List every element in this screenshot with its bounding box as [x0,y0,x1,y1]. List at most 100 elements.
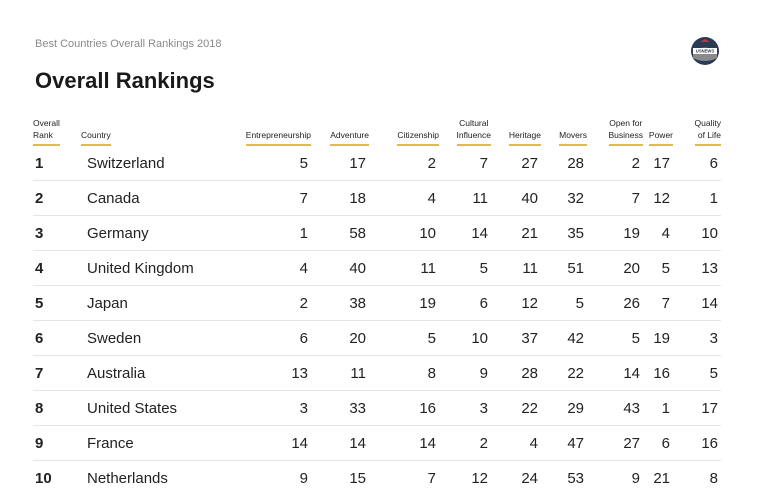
movers-cell: 32 [541,180,587,216]
heritage-cell: 40 [491,180,541,216]
table-row: 1 Switzerland 5 17 2 7 27 28 2 17 6 [33,146,721,181]
page-title: Overall Rankings [35,68,215,93]
header-row: Overall Rank Country Entrepreneurship Adv… [33,112,721,146]
citizenship-cell: 19 [369,285,439,321]
open-for-business-cell: 26 [587,285,643,321]
citizenship-cell: 16 [369,390,439,426]
quality-of-life-cell: 17 [673,390,721,426]
entrepreneurship-cell: 14 [231,425,311,461]
table-row: 4 United Kingdom 4 40 11 5 11 51 20 5 13 [33,250,721,286]
header-movers: Movers [541,112,587,146]
rank-cell: 3 [33,215,81,251]
cultural-influence-cell: 12 [471,469,488,487]
cultural-influence-cell: 11 [439,180,491,216]
citizenship-cell: 14 [369,425,439,461]
open-for-business-cell: 2 [587,146,643,181]
open-for-business-cell: 14 [587,355,643,391]
rank-cell: 4 [33,250,81,286]
adventure-cell: 40 [311,250,369,286]
header-power: Power [643,112,673,146]
entrepreneurship-cell: 3 [231,390,311,426]
entrepreneurship-cell: 5 [231,146,311,181]
entrepreneurship-cell: 1 [231,215,311,251]
power-cell: 4 [643,215,673,251]
citizenship-cell: 10 [369,215,439,251]
table-row: 7 Australia 13 11 8 9 28 22 14 16 5 [33,355,721,391]
open-for-business-cell: 19 [587,215,643,251]
table-row: 3 Germany 1 58 10 14 21 35 19 4 10 [33,215,721,251]
table-row: 6 Sweden 6 20 5 10 37 42 5 19 3 [33,320,721,356]
header-overall-rank: Overall Rank [33,112,81,146]
movers-cell: 29 [541,390,587,426]
header-quality-of-life: Quality of Life [673,112,721,146]
country-cell: United States [81,390,231,426]
entrepreneurship-cell: 4 [231,250,311,286]
page-subtitle: Best Countries Overall Rankings 2018 [35,38,222,50]
movers-cell: 35 [541,215,587,251]
movers-cell: 5 [541,285,587,321]
heritage-cell: 21 [491,215,541,251]
adventure-cell: 18 [311,180,369,216]
open-for-business-cell: 5 [587,320,643,356]
country-cell: Netherlands [87,469,168,487]
quality-of-life-cell: 16 [673,425,721,461]
citizenship-cell: 8 [369,355,439,391]
power-cell: 7 [643,285,673,321]
adventure-cell: 20 [311,320,369,356]
open-for-business-cell: 7 [587,180,643,216]
header-cultural-influence: Cultural Influence [439,112,491,146]
country-cell: Germany [81,215,231,251]
country-cell: Japan [81,285,231,321]
rankings-table: Overall Rank Country Entrepreneurship Adv… [33,112,721,495]
citizenship-cell: 5 [369,320,439,356]
heritage-cell: 28 [491,355,541,391]
header-country: Country [81,112,231,146]
power-cell: 6 [643,425,673,461]
cultural-influence-cell: 6 [439,285,491,321]
adventure-cell: 11 [311,355,369,391]
rank-cell: 9 [33,425,81,461]
table-row: 8 United States 3 33 16 3 22 29 43 1 17 [33,390,721,426]
heritage-cell: 22 [491,390,541,426]
heritage-cell: 37 [491,320,541,356]
cultural-influence-cell: 10 [439,320,491,356]
movers-cell: 47 [541,425,587,461]
header-adventure: Adventure [311,112,369,146]
rank-cell: 7 [33,355,81,391]
country-cell: France [81,425,231,461]
movers-cell: 51 [541,250,587,286]
header-heritage: Heritage [491,112,541,146]
quality-of-life-cell: 3 [673,320,721,356]
entrepreneurship-cell: 9 [299,469,308,487]
entrepreneurship-cell: 7 [231,180,311,216]
entrepreneurship-cell: 6 [231,320,311,356]
quality-of-life-cell: 5 [673,355,721,391]
cultural-influence-cell: 7 [439,146,491,181]
quality-of-life-cell: 14 [673,285,721,321]
quality-of-life-cell: 13 [673,250,721,286]
power-cell: 1 [643,390,673,426]
entrepreneurship-cell: 2 [231,285,311,321]
header-entrepreneurship: Entrepreneurship [231,112,311,146]
power-cell: 21 [653,469,670,487]
table-row: 9 France 14 14 14 2 4 47 27 6 16 [33,425,721,461]
table-row: 2 Canada 7 18 4 11 40 32 7 12 1 [33,180,721,216]
open-for-business-cell: 27 [587,425,643,461]
power-cell: 17 [643,146,673,181]
rank-cell: 8 [33,390,81,426]
country-cell: Australia [81,355,231,391]
power-cell: 19 [643,320,673,356]
country-cell: Sweden [81,320,231,356]
country-cell: Switzerland [81,146,231,181]
movers-cell: 28 [541,146,587,181]
quality-of-life-cell: 6 [673,146,721,181]
heritage-cell: 4 [491,425,541,461]
adventure-cell: 14 [311,425,369,461]
movers-cell: 42 [541,320,587,356]
entrepreneurship-cell: 13 [231,355,311,391]
citizenship-cell: 2 [369,146,439,181]
power-cell: 5 [643,250,673,286]
adventure-cell: 38 [311,285,369,321]
country-cell: Canada [81,180,231,216]
country-cell: United Kingdom [81,250,231,286]
